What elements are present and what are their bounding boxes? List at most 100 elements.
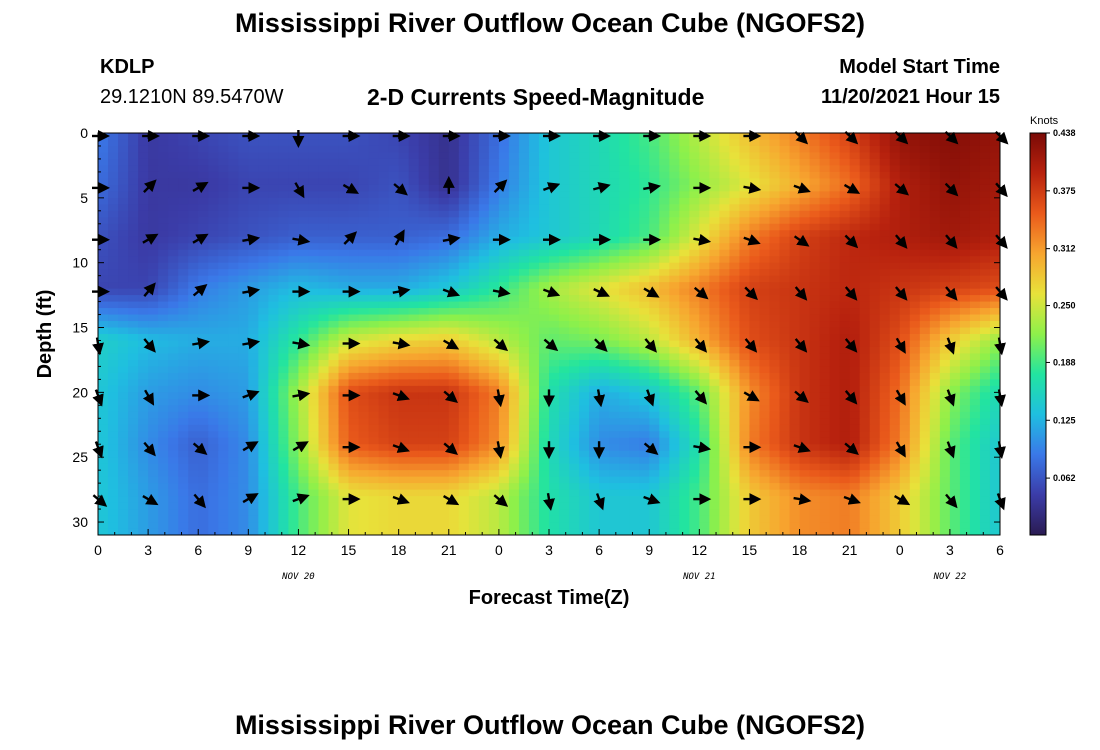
heatmap-cell	[899, 223, 911, 231]
heatmap-cell	[959, 197, 971, 205]
heatmap-cell	[839, 405, 851, 413]
heatmap-cell	[979, 411, 991, 419]
heatmap-cell	[428, 457, 440, 465]
heatmap-cell	[308, 223, 320, 231]
heatmap-cell	[979, 204, 991, 212]
heatmap-cell	[428, 275, 440, 283]
heatmap-cell	[408, 256, 420, 264]
heatmap-cell	[929, 152, 941, 160]
heatmap-cell	[829, 450, 841, 458]
heatmap-cell	[699, 282, 710, 290]
heatmap-cell	[208, 314, 219, 322]
heatmap-cell	[619, 256, 630, 264]
heatmap-cell	[308, 372, 320, 380]
heatmap-cell	[148, 385, 159, 393]
heatmap-cell	[649, 379, 660, 387]
heatmap-cell	[759, 295, 771, 303]
heatmap-cell	[408, 204, 420, 212]
heatmap-cell	[438, 327, 450, 335]
heatmap-cell	[328, 282, 340, 290]
heatmap-cell	[338, 301, 350, 309]
heatmap-cell	[528, 359, 540, 368]
heatmap-cell	[879, 308, 891, 316]
heatmap-cell	[669, 249, 680, 257]
heatmap-cell	[639, 470, 650, 478]
heatmap-cell	[609, 210, 620, 218]
heatmap-cell	[358, 405, 370, 413]
heatmap-cell	[909, 197, 921, 205]
heatmap-cell	[238, 366, 249, 374]
heatmap-cell	[298, 256, 310, 264]
heatmap-cell	[268, 145, 279, 154]
heatmap-cell	[208, 308, 219, 316]
heatmap-cell	[168, 178, 179, 186]
heatmap-cell	[619, 359, 630, 368]
heatmap-cell	[849, 165, 861, 173]
heatmap-cell	[709, 411, 720, 419]
heatmap-cell	[699, 385, 710, 393]
heatmap-cell	[398, 165, 410, 173]
heatmap-cell	[478, 295, 490, 303]
heatmap-cell	[308, 359, 320, 368]
heatmap-cell	[148, 457, 159, 465]
heatmap-cell	[759, 165, 771, 173]
heatmap-cell	[258, 152, 269, 160]
heatmap-cell	[919, 346, 931, 355]
heatmap-cell	[969, 353, 981, 361]
heatmap-cell	[709, 431, 720, 439]
heatmap-cell	[669, 359, 680, 368]
heatmap-cell	[248, 197, 259, 205]
heatmap-cell	[518, 359, 530, 368]
heatmap-cell	[328, 372, 340, 380]
heatmap-cell	[919, 327, 931, 335]
heatmap-cell	[729, 301, 741, 309]
heatmap-cell	[719, 314, 730, 322]
heatmap-cell	[599, 256, 610, 264]
heatmap-cell	[829, 249, 841, 257]
heatmap-cell	[889, 379, 901, 387]
heatmap-cell	[458, 295, 470, 303]
heatmap-cell	[178, 269, 189, 277]
heatmap-cell	[188, 184, 199, 192]
heatmap-cell	[228, 223, 239, 231]
heatmap-cell	[939, 197, 951, 205]
heatmap-cell	[699, 346, 710, 355]
heatmap-cell	[579, 262, 590, 270]
heatmap-cell	[348, 249, 360, 257]
heatmap-cell	[989, 385, 1000, 393]
heatmap-cell	[789, 353, 801, 361]
heatmap-cell	[919, 437, 931, 445]
heatmap-cell	[649, 243, 660, 251]
heatmap-cell	[208, 353, 219, 361]
heatmap-cell	[348, 314, 360, 322]
heatmap-cell	[188, 431, 199, 439]
heatmap-cell	[258, 217, 269, 225]
heatmap-cell	[278, 249, 290, 257]
heatmap-cell	[498, 385, 510, 393]
heatmap-cell	[178, 470, 189, 478]
heatmap-cell	[328, 411, 340, 419]
heatmap-cell	[378, 470, 390, 478]
heatmap-cell	[989, 476, 1000, 484]
heatmap-cell	[619, 431, 630, 439]
heatmap-cell	[779, 346, 791, 355]
heatmap-cell	[619, 476, 630, 484]
heatmap-cell	[108, 483, 119, 491]
heatmap-cell	[458, 210, 470, 218]
heatmap-cell	[258, 340, 269, 348]
heatmap-cell	[208, 184, 219, 192]
heatmap-cell	[809, 398, 821, 406]
heatmap-cell	[839, 424, 851, 432]
heatmap-cell	[468, 379, 480, 387]
heatmap-cell	[719, 133, 730, 141]
heatmap-cell	[268, 171, 279, 179]
heatmap-cell	[108, 398, 119, 406]
heatmap-cell	[959, 204, 971, 212]
heatmap-cell	[178, 139, 189, 147]
heatmap-cell	[348, 223, 360, 231]
heatmap-cell	[609, 359, 620, 368]
heatmap-cell	[909, 424, 921, 432]
heatmap-cell	[178, 314, 189, 322]
heatmap-cell	[248, 437, 259, 445]
heatmap-cell	[318, 282, 330, 290]
